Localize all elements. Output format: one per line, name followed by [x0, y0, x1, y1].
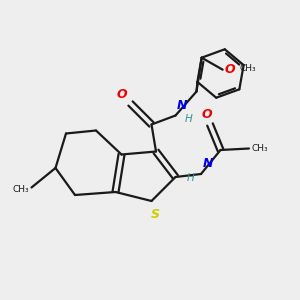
Text: O: O	[117, 88, 128, 100]
Text: O: O	[224, 63, 235, 76]
Text: N: N	[177, 99, 188, 112]
Text: S: S	[151, 208, 160, 220]
Text: O: O	[202, 108, 212, 121]
Text: CH₃: CH₃	[239, 64, 256, 73]
Text: H: H	[184, 114, 192, 124]
Text: N: N	[202, 158, 213, 170]
Text: H: H	[187, 172, 194, 183]
Text: CH₃: CH₃	[251, 144, 268, 153]
Text: CH₃: CH₃	[13, 184, 29, 194]
